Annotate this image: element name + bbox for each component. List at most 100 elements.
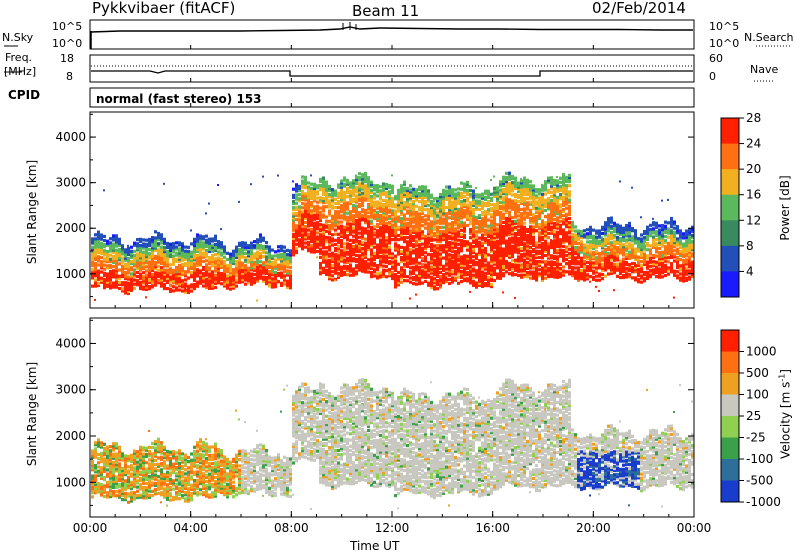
power-echo-cell <box>319 229 322 233</box>
power-echo-cell <box>523 236 526 240</box>
power-echo-cell <box>424 269 427 273</box>
power-echo-cell <box>460 206 463 210</box>
power-echo-cell <box>250 260 253 264</box>
power-echo-cell <box>508 202 511 206</box>
power-echo-cell <box>544 188 547 192</box>
power-echo-cell <box>361 251 364 255</box>
power-echo-cell <box>496 274 499 278</box>
power-echo-cell <box>478 259 481 263</box>
power-echo-cell <box>97 259 100 263</box>
power-echo-cell <box>157 274 160 279</box>
power-echo-cell <box>391 252 394 256</box>
power-echo-cell <box>178 282 181 286</box>
power-echo-cell <box>370 272 373 277</box>
power-echo-cell <box>526 275 529 279</box>
power-echo-cell <box>136 256 139 260</box>
power-echo-cell <box>109 253 112 257</box>
power-echo-cell <box>337 195 340 199</box>
power-echo-cell <box>487 263 490 267</box>
power-echo-cell <box>421 201 424 205</box>
power-echo-cell <box>178 284 181 288</box>
power-echo-cell <box>532 213 535 217</box>
power-echo-cell <box>322 213 325 217</box>
power-echo-cell <box>178 247 181 251</box>
power-echo-cell <box>331 243 334 247</box>
power-echo-cell <box>151 256 154 260</box>
power-echo-cell <box>223 249 226 253</box>
power-echo-cell <box>337 236 340 241</box>
power-echo-cell <box>421 189 424 193</box>
power-echo-cell <box>607 235 610 239</box>
power-echo-cell <box>292 180 294 183</box>
power-echo-cell <box>256 275 259 279</box>
power-echo-cell <box>397 217 400 221</box>
power-echo-cell <box>373 253 376 258</box>
power-echo-cell <box>523 252 526 256</box>
power-echo-cell <box>376 274 379 278</box>
power-echo-cell <box>301 179 304 183</box>
power-echo-cell <box>178 280 181 284</box>
power-echo-cell <box>511 271 514 275</box>
power-echo-cell <box>526 180 529 184</box>
power-echo-cell <box>202 247 205 251</box>
power-echo-cell <box>511 199 514 203</box>
power-echo-cell <box>241 271 244 276</box>
power-echo-cell <box>367 180 370 184</box>
power-echo-cell <box>421 269 424 273</box>
power-echo-cell <box>358 184 361 188</box>
power-echo-cell <box>571 233 574 237</box>
power-echo-cell <box>550 217 553 221</box>
power-echo-cell <box>136 248 139 252</box>
power-echo-cell <box>301 232 304 236</box>
power-echo-cell <box>175 274 178 278</box>
power-echo-cell <box>436 222 438 225</box>
power-echo-cell <box>388 198 391 202</box>
power-echo-cell <box>535 216 538 220</box>
power-echo-cell <box>394 244 397 248</box>
power-echo-cell <box>364 237 367 241</box>
power-echo-cell <box>406 260 409 264</box>
power-echo-cell <box>559 254 562 258</box>
power-echo-cell <box>451 202 454 206</box>
power-echo-cell <box>376 210 379 214</box>
power-echo-cell <box>400 206 403 210</box>
power-echo-cell <box>448 246 451 251</box>
power-echo-cell <box>307 195 310 199</box>
power-echo-cell <box>322 246 325 250</box>
power-echo-cell <box>217 264 220 268</box>
power-echo-cell <box>154 238 157 242</box>
power-echo-cell <box>355 253 358 258</box>
power-echo-cell <box>322 227 325 231</box>
power-echo-cell <box>577 270 580 274</box>
power-echo-cell <box>466 193 469 197</box>
power-echo-cell <box>301 192 303 195</box>
power-echo-cell <box>244 278 247 282</box>
power-echo-cell <box>541 227 544 231</box>
power-echo-cell <box>529 208 532 213</box>
power-echo-cell <box>145 238 148 242</box>
power-echo-cell <box>337 210 340 214</box>
power-echo-cell <box>349 263 352 267</box>
power-echo-cell <box>475 195 478 199</box>
power-echo-cell <box>439 240 442 244</box>
power-echo-cell <box>178 272 181 276</box>
power-echo-cell <box>211 276 214 280</box>
power-echo-cell <box>355 264 358 268</box>
power-echo-cell <box>247 278 250 283</box>
power-echo-cell <box>394 213 397 217</box>
power-echo-cell <box>532 196 535 200</box>
power-echo-cell <box>169 269 172 273</box>
power-echo-cell <box>214 275 217 279</box>
power-echo-cell <box>400 196 403 200</box>
power-echo-cell <box>187 284 190 288</box>
power-echo-cell <box>526 266 529 271</box>
power-echo-cell <box>526 184 529 189</box>
power-echo-cell <box>295 201 298 205</box>
power-echo-cell <box>241 241 244 245</box>
power-echo-cell <box>571 267 574 272</box>
power-echo-cell <box>403 205 406 209</box>
power-echo-cell <box>409 253 412 258</box>
power-echo-cell <box>331 224 334 229</box>
power-echo-cell <box>292 253 295 257</box>
power-echo-cell <box>427 207 430 211</box>
